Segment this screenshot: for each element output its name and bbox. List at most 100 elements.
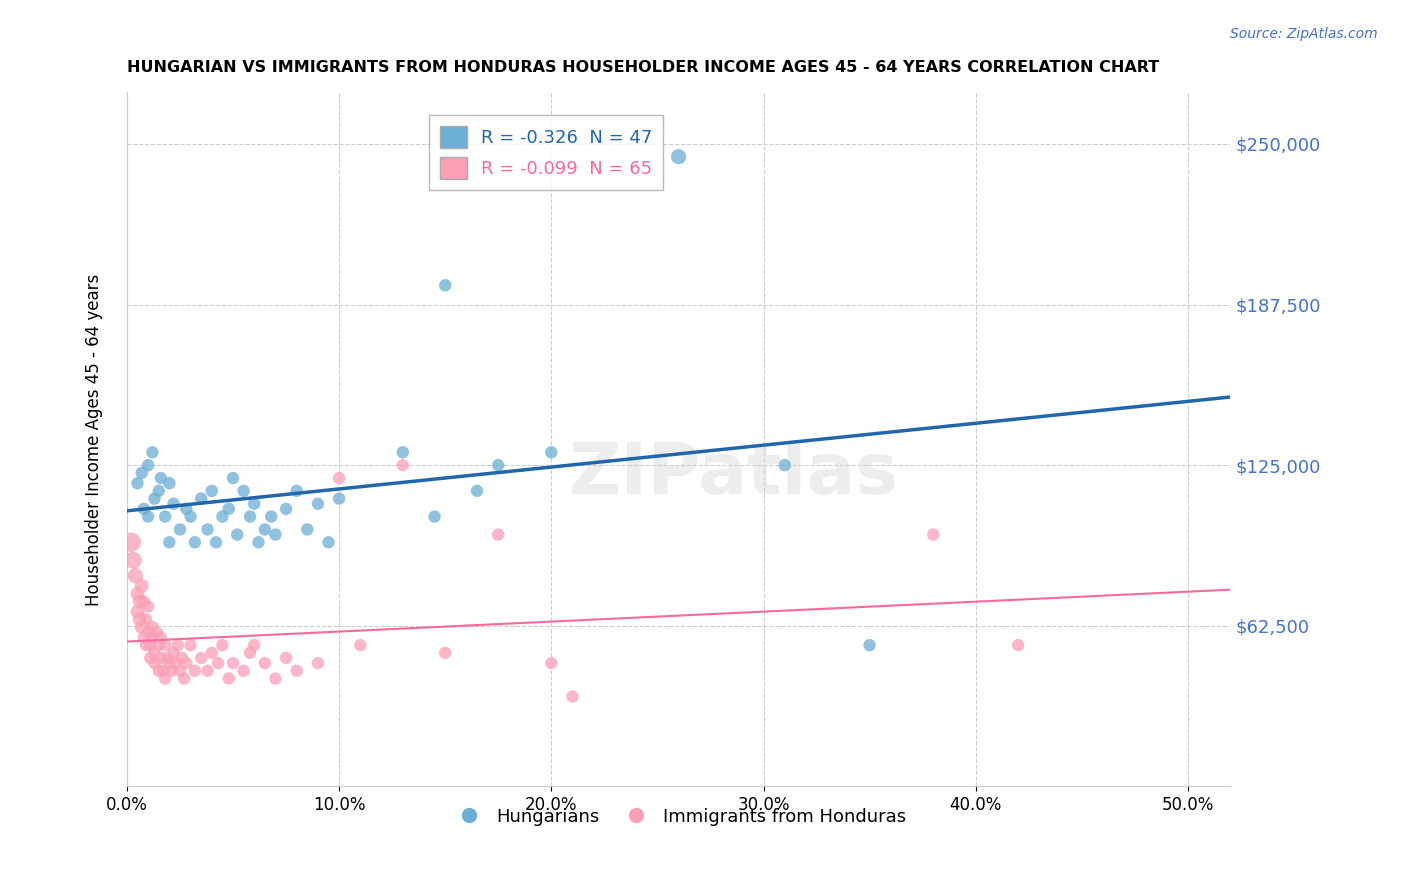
- Point: [205, 535, 228, 549]
- Point: [153, 509, 176, 524]
- Point: [318, 535, 340, 549]
- Point: [264, 527, 287, 541]
- Point: [773, 458, 796, 472]
- Point: [218, 501, 240, 516]
- Point: [423, 509, 446, 524]
- Point: [285, 664, 308, 678]
- Point: [176, 656, 198, 670]
- Y-axis label: Householder Income Ages 45 - 64 years: Householder Income Ages 45 - 64 years: [86, 273, 103, 606]
- Point: [156, 651, 179, 665]
- Point: [197, 664, 219, 678]
- Point: [540, 445, 562, 459]
- Point: [486, 527, 509, 541]
- Point: [157, 656, 180, 670]
- Point: [153, 638, 176, 652]
- Point: [173, 672, 195, 686]
- Point: [434, 278, 457, 293]
- Point: [465, 483, 488, 498]
- Point: [135, 638, 157, 652]
- Point: [131, 466, 153, 480]
- Text: Source: ZipAtlas.com: Source: ZipAtlas.com: [1230, 27, 1378, 41]
- Point: [858, 638, 880, 652]
- Point: [141, 631, 163, 645]
- Point: [434, 646, 457, 660]
- Point: [143, 646, 166, 660]
- Point: [274, 501, 297, 516]
- Point: [264, 672, 287, 686]
- Point: [922, 527, 945, 541]
- Point: [122, 553, 145, 567]
- Point: [285, 483, 308, 498]
- Point: [157, 476, 180, 491]
- Point: [540, 656, 562, 670]
- Point: [127, 476, 149, 491]
- Point: [226, 527, 249, 541]
- Point: [239, 646, 262, 660]
- Point: [243, 497, 266, 511]
- Point: [128, 612, 150, 626]
- Point: [253, 656, 276, 670]
- Point: [297, 523, 319, 537]
- Point: [486, 458, 509, 472]
- Point: [141, 445, 163, 459]
- Point: [149, 631, 172, 645]
- Point: [391, 458, 413, 472]
- Point: [260, 509, 283, 524]
- Point: [136, 458, 159, 472]
- Point: [145, 625, 167, 640]
- Point: [120, 535, 142, 549]
- Point: [169, 664, 191, 678]
- Point: [149, 471, 172, 485]
- Point: [143, 656, 166, 670]
- Point: [211, 638, 233, 652]
- Point: [201, 646, 224, 660]
- Point: [1007, 638, 1029, 652]
- Point: [127, 605, 149, 619]
- Point: [190, 651, 212, 665]
- Point: [201, 483, 224, 498]
- Point: [307, 497, 329, 511]
- Point: [239, 509, 262, 524]
- Point: [180, 509, 202, 524]
- Point: [176, 501, 198, 516]
- Point: [207, 656, 229, 670]
- Point: [211, 509, 233, 524]
- Point: [166, 638, 188, 652]
- Point: [222, 656, 245, 670]
- Point: [124, 568, 146, 582]
- Point: [165, 656, 187, 670]
- Point: [136, 509, 159, 524]
- Point: [131, 579, 153, 593]
- Point: [180, 638, 202, 652]
- Point: [132, 594, 155, 608]
- Point: [328, 491, 350, 506]
- Point: [328, 471, 350, 485]
- Point: [152, 664, 174, 678]
- Point: [253, 523, 276, 537]
- Text: HUNGARIAN VS IMMIGRANTS FROM HONDURAS HOUSEHOLDER INCOME AGES 45 - 64 YEARS CORR: HUNGARIAN VS IMMIGRANTS FROM HONDURAS HO…: [127, 60, 1159, 75]
- Point: [162, 497, 184, 511]
- Point: [128, 594, 150, 608]
- Point: [132, 501, 155, 516]
- Point: [148, 638, 170, 652]
- Point: [247, 535, 270, 549]
- Point: [127, 587, 149, 601]
- Point: [172, 651, 194, 665]
- Point: [232, 664, 254, 678]
- Point: [668, 150, 690, 164]
- Point: [218, 672, 240, 686]
- Point: [136, 625, 159, 640]
- Point: [149, 651, 172, 665]
- Point: [162, 646, 184, 660]
- Point: [132, 631, 155, 645]
- Point: [349, 638, 371, 652]
- Point: [143, 491, 166, 506]
- Text: ZIPatlas: ZIPatlas: [569, 440, 898, 508]
- Point: [136, 599, 159, 614]
- Point: [243, 638, 266, 652]
- Point: [135, 612, 157, 626]
- Point: [307, 656, 329, 670]
- Point: [131, 620, 153, 634]
- Legend: Hungarians, Immigrants from Honduras: Hungarians, Immigrants from Honduras: [444, 800, 914, 833]
- Point: [184, 535, 207, 549]
